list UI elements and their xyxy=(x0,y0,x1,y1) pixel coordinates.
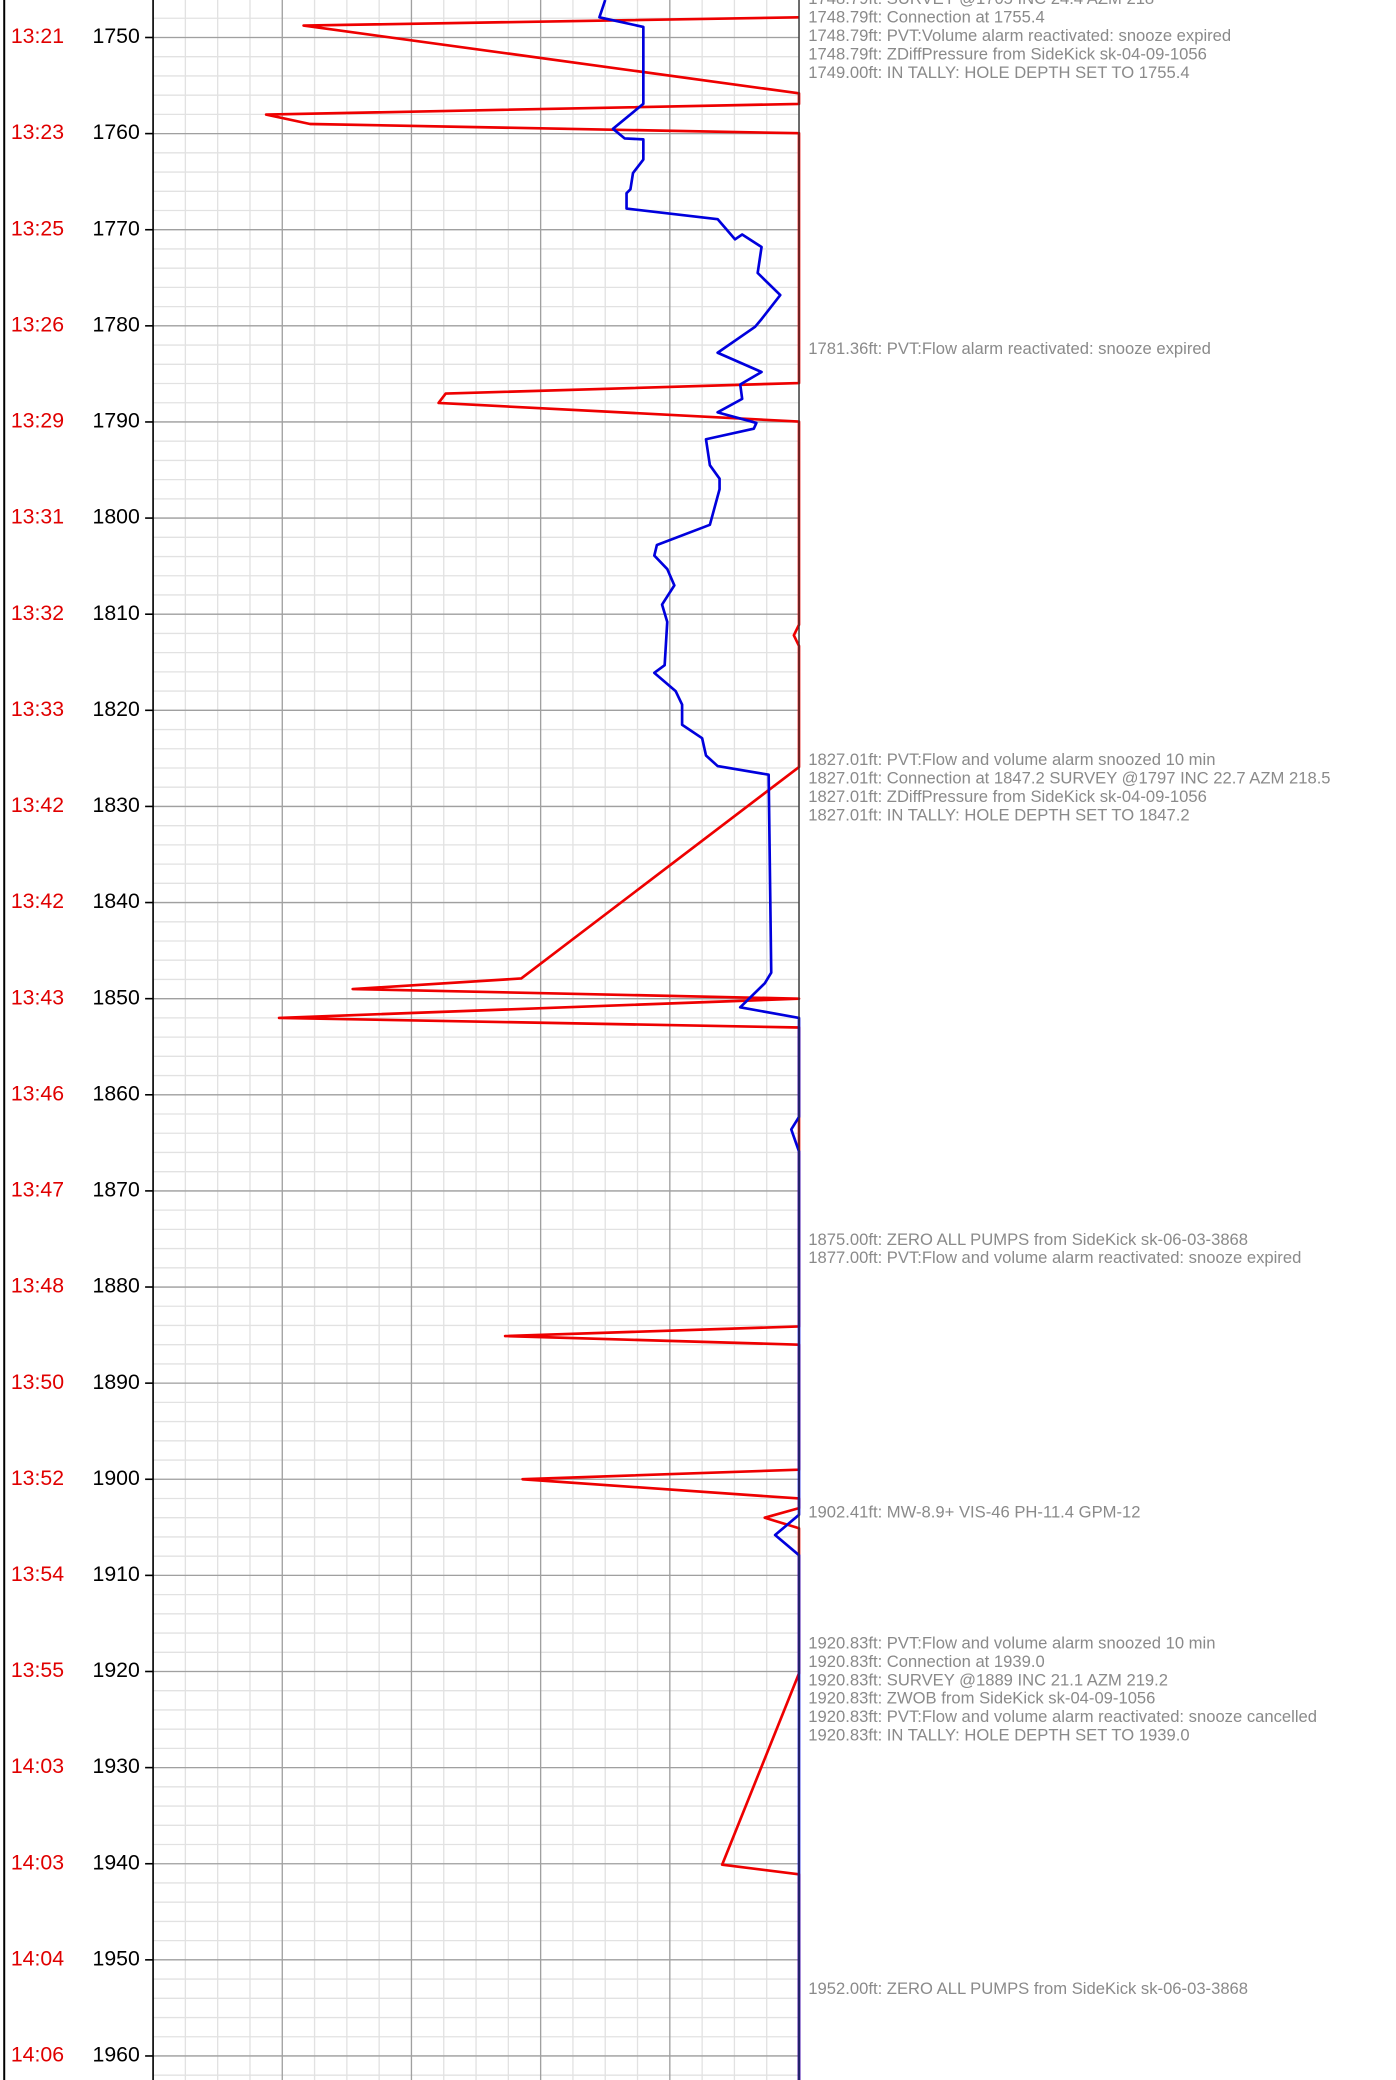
time-label: 13:42 xyxy=(11,889,64,913)
annotation-line: 1827.01ft: ZDiffPressure from SideKick s… xyxy=(808,787,1207,806)
time-label: 14:04 xyxy=(11,1946,64,1970)
time-label: 14:03 xyxy=(11,1754,64,1778)
time-label: 14:06 xyxy=(11,2043,64,2067)
y-tick-label: 1840 xyxy=(93,889,140,913)
time-label: 14:03 xyxy=(11,1850,64,1874)
data-lines xyxy=(264,0,801,2080)
time-label: 13:23 xyxy=(11,120,64,144)
y-tick-label: 1760 xyxy=(93,120,140,144)
annotation-line: 1875.00ft: ZERO ALL PUMPS from SideKick … xyxy=(808,1230,1248,1249)
series-line xyxy=(598,0,801,2080)
time-label: 13:54 xyxy=(11,1562,64,1586)
annotation-line: 1920.83ft: ZWOB from SideKick sk-04-09-1… xyxy=(808,1689,1155,1708)
y-tick-label: 1820 xyxy=(93,697,140,721)
annotation-line: 1920.83ft: PVT:Flow and volume alarm rea… xyxy=(808,1707,1317,1726)
annotation-line: 1952.00ft: ZERO ALL PUMPS from SideKick … xyxy=(808,1979,1248,1998)
time-label: 13:42 xyxy=(11,793,64,817)
labels: 1750 13:21 1760 13:23 1770 13:25 1780 13:26 1790… xyxy=(11,0,1331,2080)
y-tick-label: 1790 xyxy=(93,409,140,433)
y-tick-label: 1940 xyxy=(93,1850,140,1874)
y-tick-label: 1960 xyxy=(93,2043,140,2067)
y-tick-label: 1810 xyxy=(93,601,140,625)
series-line xyxy=(264,15,801,2080)
annotation-line: 1877.00ft: PVT:Flow and volume alarm rea… xyxy=(808,1248,1301,1267)
time-label: 13:31 xyxy=(11,505,64,529)
annotation-line: 1902.41ft: MW-8.9+ VIS-46 PH-11.4 GPM-12 xyxy=(808,1502,1140,1521)
y-tick-label: 1880 xyxy=(93,1274,140,1298)
time-label: 13:29 xyxy=(11,409,64,433)
y-tick-label: 1770 xyxy=(93,216,140,240)
annotation-line: 1748.79ft: ZDiffPressure from SideKick s… xyxy=(808,44,1207,63)
time-label: 13:32 xyxy=(11,601,64,625)
y-tick-label: 1850 xyxy=(93,985,140,1009)
time-label: 13:25 xyxy=(11,216,64,240)
y-tick-label: 1830 xyxy=(93,793,140,817)
y-tick-label: 1860 xyxy=(93,1081,140,1105)
time-label: 13:50 xyxy=(11,1370,64,1394)
time-label: 13:52 xyxy=(11,1466,64,1490)
y-tick-label: 1750 xyxy=(93,24,140,48)
y-tick-label: 1930 xyxy=(93,1754,140,1778)
annotation-line: 1920.83ft: SURVEY @1889 INC 21.1 AZM 219… xyxy=(808,1670,1168,1689)
y-tick-label: 1950 xyxy=(93,1946,140,1970)
time-label: 13:55 xyxy=(11,1658,64,1682)
y-tick-label: 1780 xyxy=(93,312,140,336)
time-label: 13:47 xyxy=(11,1178,64,1202)
annotation-line: 1748.79ft: PVT:Volume alarm reactivated:… xyxy=(808,26,1231,45)
annotation-line: 1920.83ft: IN TALLY: HOLE DEPTH SET TO 1… xyxy=(808,1726,1189,1745)
annotation-line: 1748.79ft: Connection at 1755.4 xyxy=(808,7,1044,26)
annotation-line: 1827.01ft: IN TALLY: HOLE DEPTH SET TO 1… xyxy=(808,805,1189,824)
minor-grid xyxy=(153,0,800,2080)
time-label: 13:48 xyxy=(11,1274,64,1298)
time-label: 13:26 xyxy=(11,312,64,336)
annotation-line: 1748.79ft: SURVEY @1705 INC 24.4 AZM 218 xyxy=(808,0,1154,8)
time-label: 13:46 xyxy=(11,1081,64,1105)
annotation-line: 1827.01ft: PVT:Flow and volume alarm sno… xyxy=(808,750,1215,769)
time-label: 13:33 xyxy=(11,697,64,721)
annotation-line: 1827.01ft: Connection at 1847.2 SURVEY @… xyxy=(808,768,1330,787)
annotation-line: 1920.83ft: Connection at 1939.0 xyxy=(808,1652,1044,1671)
time-label: 13:43 xyxy=(11,985,64,1009)
annotation-line: 1749.00ft: IN TALLY: HOLE DEPTH SET TO 1… xyxy=(808,63,1189,82)
y-tick-label: 1920 xyxy=(93,1658,140,1682)
y-tick-label: 1890 xyxy=(93,1370,140,1394)
y-tick-label: 1900 xyxy=(93,1466,140,1490)
time-label: 13:21 xyxy=(11,24,64,48)
y-tick-label: 1910 xyxy=(93,1562,140,1586)
annotation-line: 1781.36ft: PVT:Flow alarm reactivated: s… xyxy=(808,339,1211,358)
y-tick-label: 1870 xyxy=(93,1178,140,1202)
y-tick-label: 1800 xyxy=(93,505,140,529)
annotation-line: 1920.83ft: PVT:Flow and volume alarm sno… xyxy=(808,1633,1215,1652)
